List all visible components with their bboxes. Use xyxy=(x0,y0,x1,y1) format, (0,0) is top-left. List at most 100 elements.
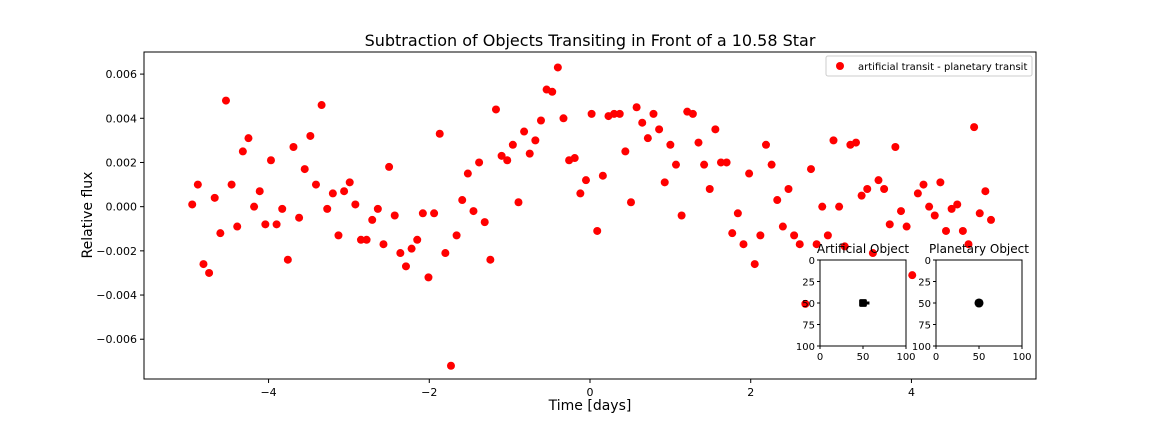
data-point xyxy=(818,202,827,211)
data-point xyxy=(761,140,770,149)
data-point xyxy=(233,222,242,231)
data-point xyxy=(638,118,647,127)
data-point xyxy=(514,198,523,207)
data-point xyxy=(986,215,995,224)
data-point xyxy=(829,136,838,145)
data-point xyxy=(497,151,506,160)
data-point xyxy=(711,125,720,134)
data-point xyxy=(362,235,371,244)
data-point xyxy=(401,262,410,271)
inset-y-tick-label: 50 xyxy=(918,299,931,310)
data-point xyxy=(958,226,967,235)
data-point xyxy=(525,149,534,158)
data-point xyxy=(655,125,664,134)
x-axis-ticks: −4 −2 0 2 4 xyxy=(260,379,915,399)
data-point xyxy=(581,176,590,185)
data-point xyxy=(812,240,821,249)
data-point xyxy=(520,127,529,136)
data-point xyxy=(981,187,990,196)
data-point xyxy=(323,204,332,213)
data-point xyxy=(424,273,433,282)
data-point xyxy=(745,169,754,178)
data-point xyxy=(205,268,214,277)
data-point xyxy=(503,156,512,165)
data-point xyxy=(491,105,500,114)
data-point xyxy=(666,140,675,149)
data-point xyxy=(446,361,455,370)
object-blob xyxy=(859,299,867,307)
data-point xyxy=(936,178,945,187)
data-point xyxy=(930,211,939,220)
data-point xyxy=(379,240,388,249)
data-point xyxy=(626,198,635,207)
y-tick-label: 0.002 xyxy=(106,156,138,169)
data-point xyxy=(970,123,979,132)
data-point xyxy=(660,178,669,187)
data-point xyxy=(722,158,731,167)
main-chart: −4 −2 0 2 4 −0.006 −0.004 −0.002 0.000 0.002 0.00… xyxy=(80,31,1037,414)
data-point xyxy=(553,63,562,72)
inset-y-tick-label: 50 xyxy=(802,299,815,310)
data-point xyxy=(739,240,748,249)
data-point xyxy=(851,138,860,147)
inset-x-tick-label: 100 xyxy=(1012,352,1031,363)
data-point xyxy=(643,134,652,143)
inset-x-tick-label: 100 xyxy=(896,352,915,363)
planetary-object-disc xyxy=(974,298,984,308)
object-disc xyxy=(974,298,984,308)
data-point xyxy=(368,215,377,224)
data-point xyxy=(390,211,399,220)
data-point xyxy=(700,160,709,169)
data-point xyxy=(795,240,804,249)
data-point xyxy=(964,240,973,249)
data-point xyxy=(649,109,658,118)
data-point xyxy=(688,109,697,118)
data-point xyxy=(238,147,247,156)
data-point xyxy=(671,160,680,169)
x-tick-label: −2 xyxy=(421,386,437,399)
data-point xyxy=(435,129,444,138)
data-point xyxy=(266,156,275,165)
data-point xyxy=(295,213,304,222)
data-point xyxy=(475,158,484,167)
data-point xyxy=(632,103,641,112)
data-point xyxy=(598,171,607,180)
data-point xyxy=(593,226,602,235)
object-blob-tail xyxy=(866,301,870,305)
data-point xyxy=(874,176,883,185)
data-point xyxy=(418,209,427,218)
data-point xyxy=(311,180,320,189)
data-point xyxy=(188,200,197,209)
legend-box xyxy=(825,55,1033,77)
data-point xyxy=(868,249,877,258)
data-point xyxy=(705,184,714,193)
data-point xyxy=(863,184,872,193)
data-point xyxy=(306,131,315,140)
data-point xyxy=(806,165,815,174)
data-point xyxy=(210,193,219,202)
data-point xyxy=(469,207,478,216)
inset-y-tick-label: 25 xyxy=(802,278,815,289)
data-point xyxy=(767,160,776,169)
data-point xyxy=(486,255,495,264)
inset-y-tick-label: 0 xyxy=(925,256,931,267)
data-point xyxy=(373,204,382,213)
x-tick-label: 4 xyxy=(908,386,915,399)
data-point xyxy=(880,184,889,193)
data-point xyxy=(193,180,202,189)
data-point xyxy=(334,231,343,240)
data-point xyxy=(407,244,416,253)
data-point xyxy=(750,260,759,269)
inset-x-tick-label: 50 xyxy=(857,352,870,363)
data-point xyxy=(559,114,568,123)
data-point xyxy=(778,222,787,231)
data-point xyxy=(272,220,281,229)
inset-y-tick-label: 100 xyxy=(796,342,815,353)
data-point xyxy=(610,109,619,118)
data-point xyxy=(733,209,742,218)
data-point xyxy=(756,231,765,240)
data-point xyxy=(925,202,934,211)
data-point xyxy=(340,187,349,196)
